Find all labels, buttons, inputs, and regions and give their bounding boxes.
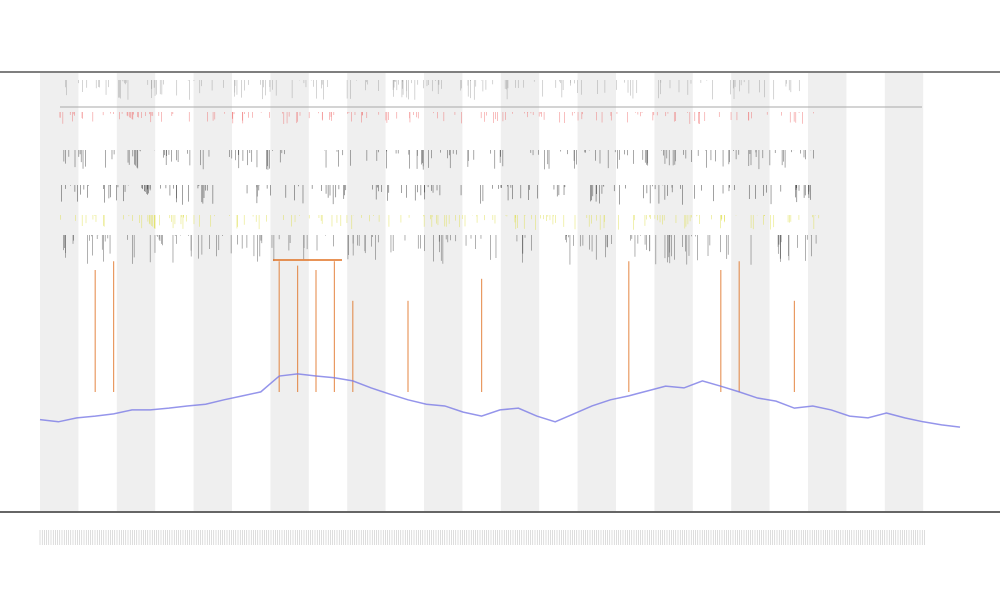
band	[270, 73, 309, 511]
track-ticks	[59, 80, 820, 265]
band	[808, 73, 847, 511]
band	[500, 73, 540, 511]
band	[347, 73, 386, 511]
bands	[40, 73, 924, 511]
band	[193, 73, 232, 511]
band	[424, 73, 463, 511]
band	[884, 73, 924, 511]
x-labels	[39, 530, 925, 545]
band	[40, 73, 79, 511]
band	[577, 73, 616, 511]
band	[654, 73, 693, 511]
band	[731, 73, 770, 511]
band	[116, 73, 156, 511]
series-line	[39, 373, 961, 428]
